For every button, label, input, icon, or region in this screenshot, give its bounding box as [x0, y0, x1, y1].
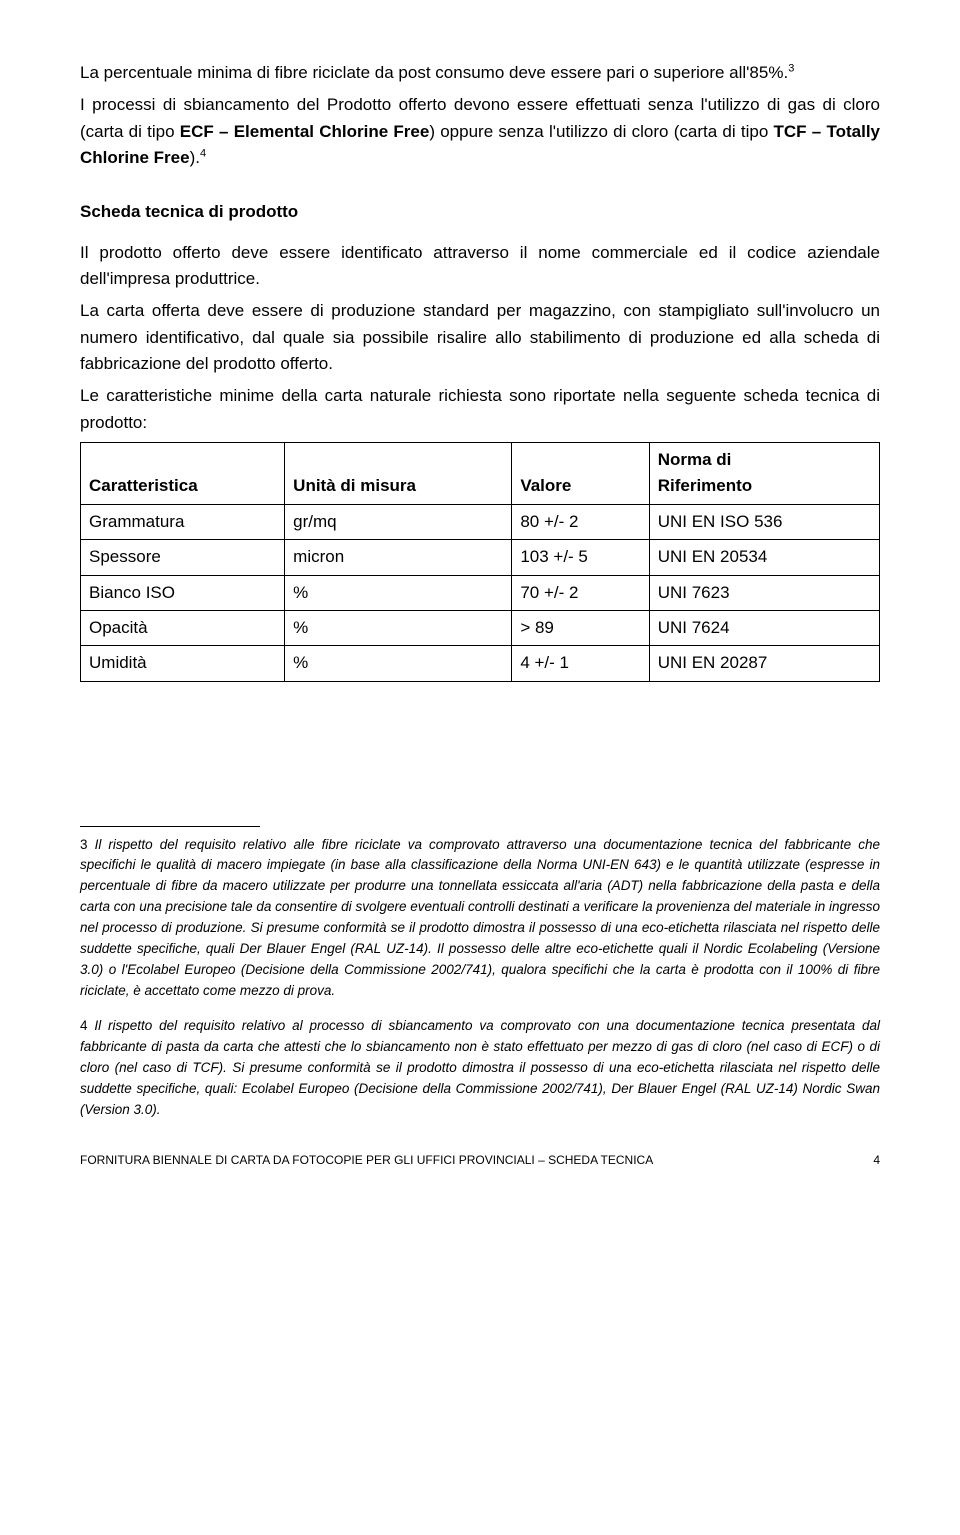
paragraph-4: La carta offerta deve essere di produzio… — [80, 298, 880, 377]
cell: 4 +/- 1 — [512, 646, 649, 681]
cell: Bianco ISO — [81, 575, 285, 610]
paragraph-3: Il prodotto offerto deve essere identifi… — [80, 240, 880, 293]
cell: gr/mq — [285, 504, 512, 539]
th-unita: Unità di misura — [285, 443, 512, 505]
th-caratteristica: Caratteristica — [81, 443, 285, 505]
cell: % — [285, 646, 512, 681]
cell: % — [285, 575, 512, 610]
footnote-3: 3 Il rispetto del requisito relativo all… — [80, 835, 880, 1002]
table-row: Umidità % 4 +/- 1 UNI EN 20287 — [81, 646, 880, 681]
paragraph-2: I processi di sbiancamento del Prodotto … — [80, 92, 880, 171]
cell: % — [285, 610, 512, 645]
table-header-row: Caratteristica Unità di misura Valore No… — [81, 443, 880, 505]
para2-b: ECF – Elemental Chlorine Free — [180, 122, 430, 141]
footnote-3-num: 3 — [80, 837, 95, 852]
cell: UNI EN 20287 — [649, 646, 879, 681]
spec-table: Caratteristica Unità di misura Valore No… — [80, 442, 880, 681]
th-norma: Norma di Riferimento — [649, 443, 879, 505]
cell: Grammatura — [81, 504, 285, 539]
cell: Opacità — [81, 610, 285, 645]
para2-c: ) oppure senza l'utilizzo di cloro (cart… — [429, 122, 773, 141]
cell: > 89 — [512, 610, 649, 645]
cell: UNI EN 20534 — [649, 540, 879, 575]
cell: Spessore — [81, 540, 285, 575]
para1-text: La percentuale minima di fibre riciclate… — [80, 63, 788, 82]
footnote-ref-4: 4 — [200, 147, 206, 159]
footnote-4: 4 Il rispetto del requisito relativo al … — [80, 1016, 880, 1121]
th-valore: Valore — [512, 443, 649, 505]
table-row: Opacità % > 89 UNI 7624 — [81, 610, 880, 645]
th-norma-line2: Riferimento — [658, 473, 871, 499]
cell: UNI 7624 — [649, 610, 879, 645]
cell: 70 +/- 2 — [512, 575, 649, 610]
heading-scheda: Scheda tecnica di prodotto — [80, 199, 880, 225]
th-norma-line1: Norma di — [658, 447, 871, 473]
footnote-ref-3: 3 — [788, 62, 794, 74]
cell: UNI EN ISO 536 — [649, 504, 879, 539]
cell: 80 +/- 2 — [512, 504, 649, 539]
cell: micron — [285, 540, 512, 575]
cell: UNI 7623 — [649, 575, 879, 610]
table-row: Bianco ISO % 70 +/- 2 UNI 7623 — [81, 575, 880, 610]
para2-e: ). — [190, 148, 200, 167]
footer-left: FORNITURA BIENNALE DI CARTA DA FOTOCOPIE… — [80, 1151, 653, 1170]
footer-page-number: 4 — [873, 1151, 880, 1170]
page-footer: FORNITURA BIENNALE DI CARTA DA FOTOCOPIE… — [80, 1151, 880, 1170]
paragraph-1: La percentuale minima di fibre riciclate… — [80, 60, 880, 86]
footnote-4-num: 4 — [80, 1018, 94, 1033]
paragraph-5: Le caratteristiche minime della carta na… — [80, 383, 880, 436]
cell: Umidità — [81, 646, 285, 681]
table-row: Spessore micron 103 +/- 5 UNI EN 20534 — [81, 540, 880, 575]
table-row: Grammatura gr/mq 80 +/- 2 UNI EN ISO 536 — [81, 504, 880, 539]
footnote-separator — [80, 826, 260, 827]
cell: 103 +/- 5 — [512, 540, 649, 575]
